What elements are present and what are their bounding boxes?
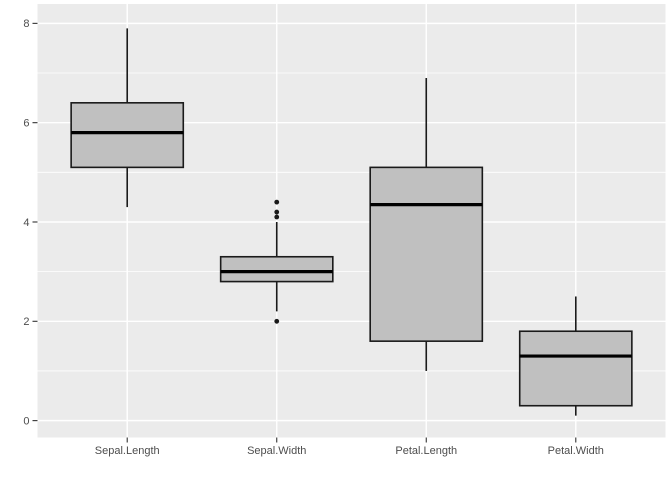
y-tick-label: 8 (23, 18, 29, 30)
x-tick-label: Petal.Length (395, 445, 457, 457)
boxplot-sepal-length (70, 28, 185, 208)
y-tick-label: 0 (23, 415, 29, 427)
boxplot-sepal-width (219, 199, 334, 324)
iqr-box (70, 102, 185, 169)
outlier-point (274, 318, 280, 324)
outlier-point (274, 199, 280, 205)
outlier-point (274, 214, 280, 220)
y-tick-label: 2 (23, 316, 29, 328)
x-tick-label: Petal.Width (548, 445, 604, 457)
x-tick-label: Sepal.Length (95, 445, 160, 457)
y-tick-label: 6 (23, 117, 29, 129)
iqr-box (219, 255, 334, 283)
iqr-box (369, 166, 484, 342)
boxplot-petal-length (369, 77, 484, 371)
x-tick-label: Sepal.Width (247, 445, 306, 457)
boxplot-petal-width (518, 296, 633, 416)
outlier-point (274, 209, 280, 215)
iqr-box (518, 330, 633, 407)
y-tick-label: 4 (23, 217, 29, 229)
